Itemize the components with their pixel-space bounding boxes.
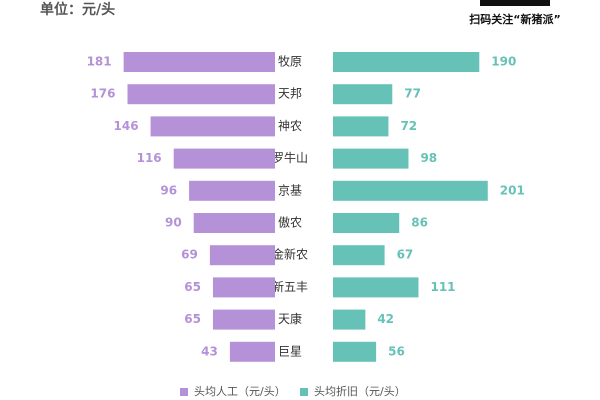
bar [333, 84, 393, 105]
bar [123, 52, 275, 72]
category-label: 新五丰 [272, 279, 308, 294]
bar [333, 245, 385, 266]
value-label: 65 [184, 280, 201, 294]
value-label: 77 [404, 87, 421, 101]
bar [209, 245, 275, 266]
value-label: 116 [137, 151, 162, 165]
value-label: 176 [90, 87, 115, 101]
category-label: 牧原 [278, 55, 302, 69]
value-label: 181 [87, 55, 112, 69]
value-label: 43 [201, 344, 218, 358]
value-label: 67 [397, 248, 414, 262]
value-label: 111 [430, 280, 455, 294]
bar [333, 180, 488, 201]
qr-caption: 扫码关注“新猪派” [469, 12, 560, 26]
bar [173, 148, 275, 169]
value-label: 69 [181, 248, 198, 262]
qr-code [480, 0, 550, 6]
bar [333, 116, 389, 137]
bar [189, 180, 275, 201]
legend-label: 头均折旧（元/头） [314, 384, 406, 398]
value-label: 98 [420, 151, 437, 165]
legend-swatch [180, 388, 188, 396]
bar [127, 84, 275, 105]
value-label: 190 [491, 55, 516, 69]
value-label: 201 [500, 183, 525, 197]
value-label: 86 [411, 216, 428, 230]
category-label: 罗牛山 [272, 150, 308, 165]
bar [333, 148, 409, 169]
legend-label: 头均人工（元/头） [194, 385, 286, 398]
bar [150, 116, 275, 137]
bar [333, 277, 419, 298]
bar [212, 277, 275, 298]
value-label: 56 [388, 344, 405, 358]
category-label: 天邦 [278, 87, 302, 101]
category-label: 神农 [278, 119, 302, 133]
category-label: 金新农 [272, 247, 308, 262]
bar [333, 309, 366, 330]
value-label: 42 [377, 312, 394, 326]
value-label: 72 [400, 119, 417, 133]
bar [229, 341, 275, 362]
value-label: 96 [160, 183, 177, 197]
bar [333, 341, 377, 362]
bar [333, 52, 480, 72]
unit-note: 单位：元/头 [40, 1, 115, 18]
category-label: 天康 [278, 311, 302, 326]
bar [193, 213, 275, 233]
category-label: 巨星 [278, 344, 302, 358]
bar [333, 213, 400, 233]
legend-swatch [300, 388, 308, 396]
bar [212, 309, 275, 330]
value-label: 65 [184, 312, 201, 326]
value-label: 90 [165, 216, 182, 230]
category-label: 京基 [278, 183, 302, 197]
category-label: 傲农 [278, 215, 302, 230]
value-label: 146 [114, 119, 139, 133]
